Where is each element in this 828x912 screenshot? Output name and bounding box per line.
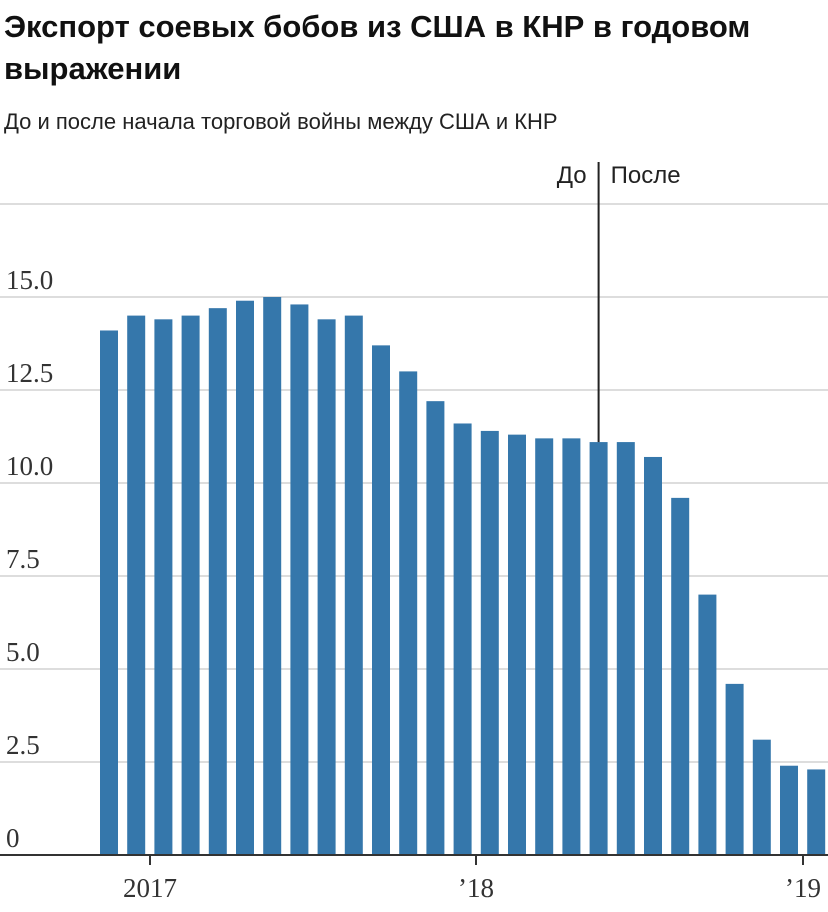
bar: [344, 315, 363, 856]
bar: [508, 434, 526, 855]
chart-title: Экспорт соевых бобов из США в КНР в годо…: [4, 9, 751, 86]
bar: [208, 308, 227, 855]
bar: [589, 442, 608, 855]
bar: [562, 438, 581, 855]
y-tick-label: 7.5: [6, 544, 40, 574]
bar: [780, 765, 798, 855]
bar: [644, 456, 662, 855]
bar: [453, 423, 472, 855]
y-tick-label: 5.0: [6, 637, 40, 667]
bar: [263, 297, 282, 855]
bar: [752, 739, 771, 855]
bars: [100, 297, 826, 856]
bar: [317, 319, 336, 855]
bar: [399, 371, 418, 855]
bar: [725, 683, 744, 855]
bar: [535, 438, 554, 855]
bar: [372, 345, 390, 855]
bar: [426, 401, 445, 855]
bar: [698, 594, 717, 855]
y-axis-tick-labels: 0 2.5 5.0 7.5 10.0 12.5 15.0: [6, 265, 53, 853]
annotation-before-label: До: [557, 162, 587, 189]
bar: [154, 319, 173, 855]
y-tick-label: 12.5: [6, 358, 53, 388]
bar: [181, 315, 200, 856]
x-tick-label: 2017: [123, 873, 177, 903]
y-tick-label: 0: [6, 823, 20, 853]
chart-subtitle: До и после начала торговой войны между С…: [4, 109, 558, 134]
bar: [807, 769, 826, 855]
y-tick-label: 10.0: [6, 451, 53, 481]
x-axis-tick-labels: 2017 ’18 ’19: [123, 855, 821, 903]
bar: [127, 315, 146, 856]
x-tick-label: ’18: [458, 873, 494, 903]
bar: [671, 497, 690, 855]
bar: [616, 442, 635, 855]
trade-war-annotation: До После: [557, 162, 681, 443]
y-tick-label: 2.5: [6, 730, 40, 760]
bar: [236, 300, 254, 856]
x-tick-label: ’19: [785, 873, 821, 903]
bar: [480, 430, 499, 855]
y-tick-label: 15.0: [6, 265, 53, 295]
annotation-after-label: После: [611, 162, 681, 189]
bar: [290, 304, 309, 855]
bar: [100, 330, 118, 856]
